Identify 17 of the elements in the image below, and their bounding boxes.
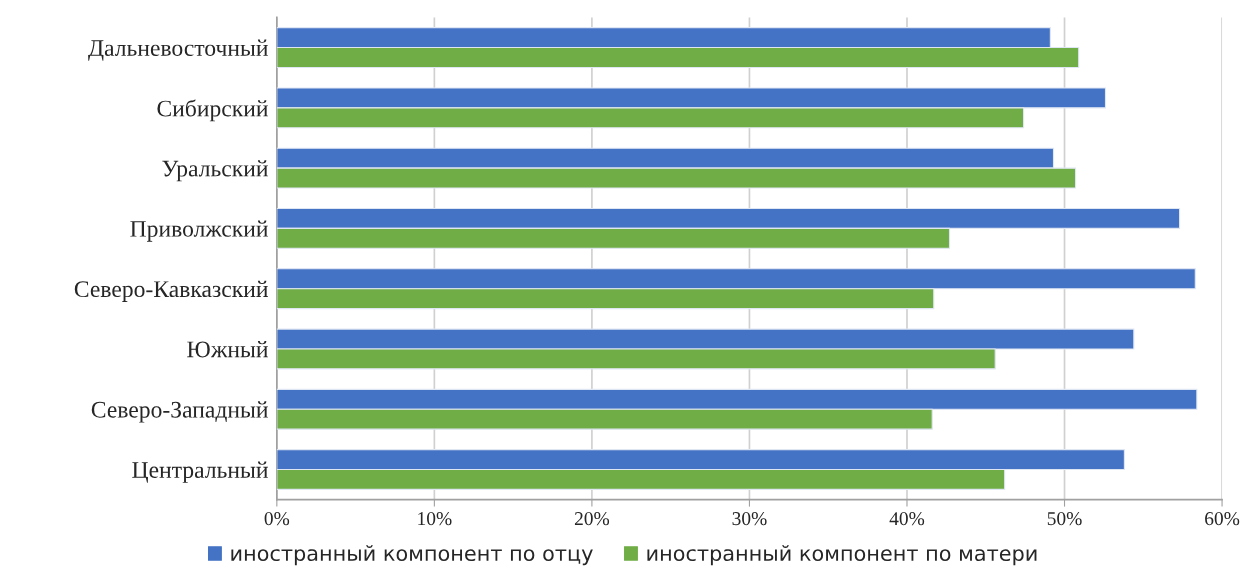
x-tick-label: 40% <box>889 512 925 526</box>
x-tick-label: 10% <box>418 512 452 526</box>
x-tick-label: 0% <box>264 512 290 526</box>
y-tick-label: Северо-Кавказский <box>74 280 268 302</box>
y-tick-label: Южный <box>187 340 268 358</box>
x-tick-label: 60% <box>1205 512 1240 526</box>
legend-label: иностранный компонент по матери <box>647 545 1037 566</box>
y-tick-label: Уральский <box>162 160 268 182</box>
y-tick-label: Северо-Западный <box>91 401 268 423</box>
y-tick-label: Приволжский <box>130 220 268 242</box>
y-tick-label: Дальневосточный <box>88 39 268 61</box>
legend-label: иностранный компонент по отцу <box>231 545 593 566</box>
y-tick-label: Центральный <box>132 461 268 483</box>
x-tick-label: 50% <box>1047 512 1082 526</box>
y-tick-label: Сибирский <box>157 99 268 122</box>
x-tick-label: 20% <box>574 512 610 526</box>
x-tick-label: 30% <box>732 512 767 526</box>
